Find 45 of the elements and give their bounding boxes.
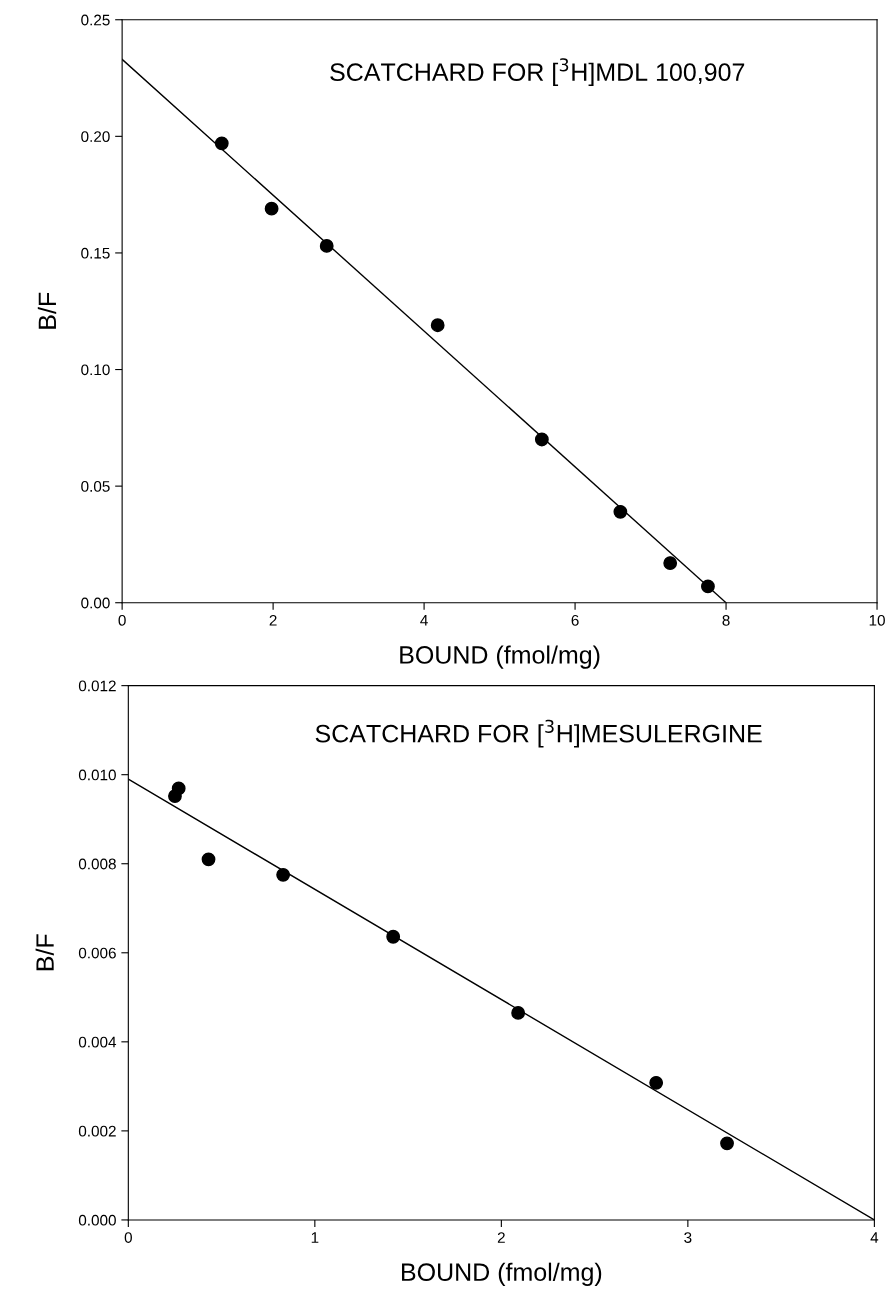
- x-tick-label: 0: [124, 1232, 132, 1243]
- y-tick-label: 0.004: [78, 1036, 117, 1048]
- x-axis-title: BOUND (fmol/mg): [400, 645, 600, 669]
- point: [701, 579, 715, 594]
- point: [663, 556, 678, 570]
- point: [613, 504, 628, 519]
- x-tick-label: 4: [870, 1232, 879, 1243]
- y-tick-label: 0.05: [81, 481, 110, 492]
- point: [214, 136, 229, 151]
- annotation: SCATCHARD FOR [$^{3}$H]MESULERGINE: [315, 719, 762, 748]
- point: [649, 1075, 664, 1090]
- y-tick-label: 0.00: [81, 597, 110, 609]
- y-tick-label: 0.20: [81, 131, 110, 143]
- point: [264, 201, 279, 216]
- x-tick-label: 0: [118, 614, 126, 626]
- point: [430, 318, 445, 333]
- point: [534, 432, 549, 447]
- point: [511, 1005, 526, 1020]
- y-tick-label: 0.008: [78, 858, 116, 870]
- x-tick-label: 4: [420, 615, 428, 626]
- x-tick-label: 3: [684, 1232, 692, 1243]
- point: [276, 867, 291, 882]
- y-tick-label: 0.10: [81, 364, 110, 376]
- x-tick-label: 10: [869, 614, 885, 626]
- x-tick-label: 2: [497, 1232, 505, 1243]
- point: [386, 929, 401, 944]
- y-tick-label: 0.006: [78, 947, 116, 959]
- x-axis-title: BOUND (fmol/mg): [402, 1262, 602, 1286]
- x-tick-label: 1: [311, 1232, 319, 1243]
- y-tick-label: 0.25: [81, 14, 110, 26]
- point: [319, 239, 334, 253]
- y-tick-label: 0.002: [78, 1125, 116, 1137]
- x-tick-label: 2: [269, 614, 277, 626]
- y-tick-label: 0.000: [78, 1214, 116, 1226]
- point: [171, 781, 186, 796]
- x-tick-label: 6: [571, 614, 579, 626]
- point: [201, 852, 216, 867]
- y-tick-label: 0.010: [78, 769, 116, 781]
- point: [720, 1136, 734, 1151]
- y-axis-title: B/F: [37, 292, 57, 329]
- y-tick-label: 0.15: [81, 247, 110, 259]
- x-tick-label: 8: [722, 614, 730, 626]
- annotation: SCATCHARD FOR [$^{3}$H]MDL 100,907: [330, 58, 745, 86]
- y-axis-title: B/F: [35, 934, 54, 971]
- y-tick-label: 0.012: [78, 680, 116, 692]
